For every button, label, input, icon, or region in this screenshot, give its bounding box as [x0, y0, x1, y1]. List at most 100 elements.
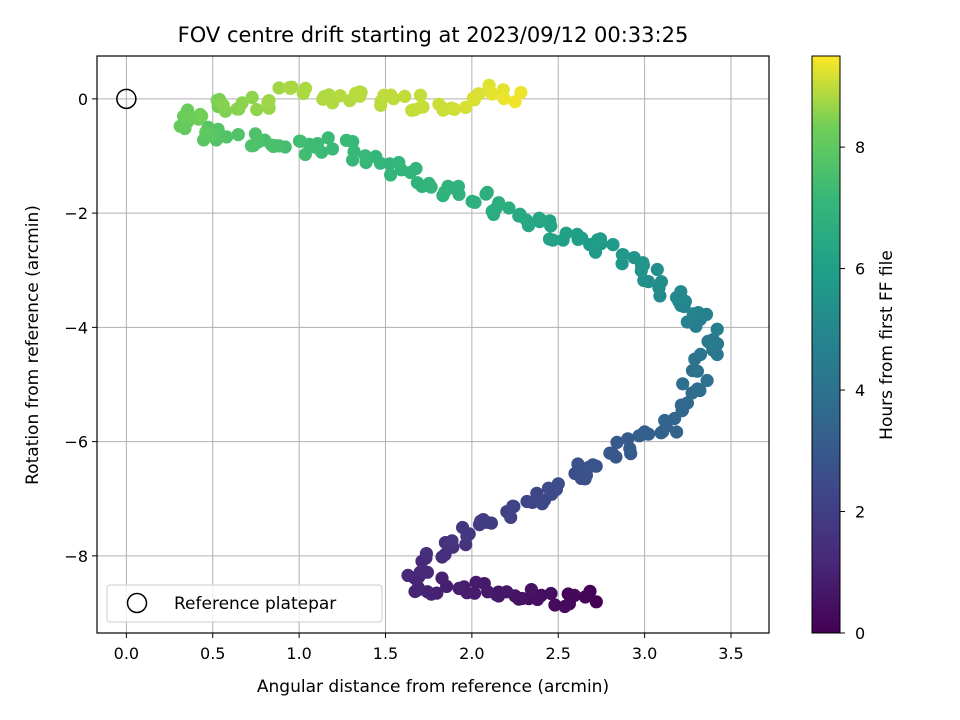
data-point — [589, 595, 603, 609]
y-tick-label: −4 — [64, 318, 88, 337]
data-point — [452, 581, 466, 596]
data-point — [420, 565, 434, 579]
data-point — [570, 227, 584, 241]
data-point — [693, 383, 707, 398]
data-point — [507, 499, 521, 514]
data-point — [435, 571, 449, 585]
data-point — [530, 592, 545, 607]
data-point — [235, 96, 249, 110]
data-point — [469, 575, 483, 589]
data-point — [658, 413, 672, 428]
data-point — [586, 458, 600, 472]
x-tick-label: 3.5 — [718, 644, 743, 663]
colorbar-label: Hours from first FF file — [877, 250, 897, 440]
data-point — [710, 347, 724, 362]
y-tick-label: −2 — [64, 204, 88, 223]
x-axis-label: Angular distance from reference (arcmin) — [257, 677, 609, 697]
legend-reference-marker — [126, 592, 148, 614]
colorbar: 0 2 4 6 8 Hours from first FF file — [811, 55, 897, 643]
data-point — [248, 127, 262, 141]
data-point — [438, 185, 452, 199]
data-point — [650, 262, 664, 277]
data-point — [359, 150, 373, 164]
data-point — [384, 88, 398, 102]
data-point — [559, 226, 573, 240]
data-point — [497, 92, 511, 106]
data-point — [414, 100, 428, 114]
data-point — [459, 100, 473, 114]
x-tick-label: 1.0 — [286, 644, 311, 663]
data-point — [603, 446, 617, 460]
data-point — [680, 396, 695, 410]
data-point — [700, 373, 714, 388]
data-point — [500, 585, 514, 599]
data-point — [410, 176, 424, 190]
data-point — [468, 195, 482, 209]
data-point — [452, 187, 466, 201]
colorbar-tick-label: 8 — [855, 138, 865, 157]
data-point — [485, 87, 499, 101]
legend-entry-reference: Reference platepar — [174, 594, 336, 614]
data-point — [321, 131, 335, 145]
data-point — [578, 590, 592, 604]
x-tick-label: 2.0 — [459, 644, 484, 663]
data-point — [481, 585, 495, 599]
data-point — [250, 103, 264, 117]
chart-title: FOV centre drift starting at 2023/09/12 … — [178, 23, 689, 47]
data-point — [292, 134, 307, 148]
data-point — [445, 534, 459, 548]
data-point — [384, 168, 398, 182]
data-point — [466, 91, 480, 105]
data-point — [244, 139, 259, 153]
data-point — [460, 529, 474, 543]
x-tick-label: 1.5 — [373, 644, 398, 663]
data-point — [413, 88, 428, 102]
data-point — [551, 477, 565, 491]
data-point — [265, 138, 279, 152]
data-point — [195, 109, 209, 123]
data-point — [502, 201, 516, 215]
data-point — [623, 441, 637, 456]
data-point — [492, 196, 506, 210]
data-point — [542, 232, 557, 246]
data-point — [401, 568, 415, 583]
data-point — [480, 515, 494, 529]
colorbar-tick-label: 0 — [855, 624, 865, 643]
x-axis-ticks: 0.0 0.5 1.0 1.5 2.0 2.5 3.0 3.5 — [114, 633, 744, 663]
x-tick-label: 3.0 — [632, 644, 657, 663]
data-point — [704, 337, 718, 351]
data-point — [432, 97, 446, 111]
data-point — [422, 176, 436, 191]
y-tick-label: 0 — [78, 90, 88, 109]
y-axis-ticks: 0 −2 −4 −6 −8 — [64, 90, 97, 566]
data-point — [610, 435, 624, 449]
colorbar-tick-label: 2 — [855, 503, 865, 522]
data-point — [654, 426, 668, 440]
data-point — [548, 598, 562, 612]
data-point — [710, 322, 724, 336]
x-tick-label: 0.0 — [114, 644, 139, 663]
grid — [97, 56, 769, 633]
legend: Reference platepar — [106, 584, 383, 623]
colorbar-ticks: 0 2 4 6 8 — [840, 138, 865, 643]
plot-frame — [96, 55, 770, 634]
reference-marker-group — [116, 88, 137, 110]
data-point — [333, 89, 347, 103]
data-point — [392, 155, 406, 170]
data-point — [693, 347, 708, 361]
data-point — [676, 377, 690, 391]
data-point — [512, 592, 526, 606]
data-point — [669, 290, 684, 305]
data-point — [615, 248, 630, 262]
data-point — [670, 425, 684, 439]
data-point — [686, 307, 700, 321]
data-point — [533, 212, 547, 226]
data-point — [654, 275, 669, 289]
data-point — [347, 145, 361, 159]
data-point — [298, 147, 312, 162]
data-point — [403, 165, 418, 180]
data-point — [571, 457, 585, 471]
colorbar-gradient — [811, 55, 841, 634]
data-point — [504, 510, 518, 524]
